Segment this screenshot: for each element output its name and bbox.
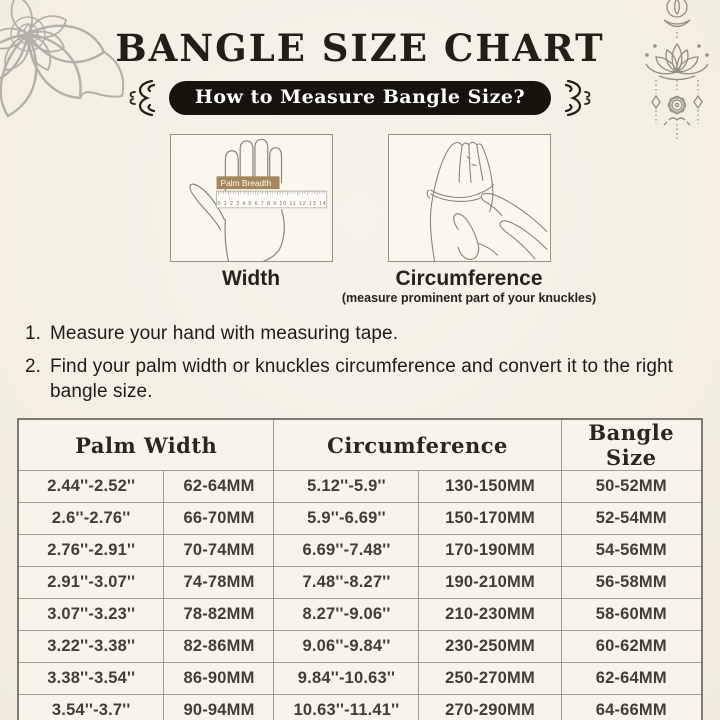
instruction-number: 1. [25, 323, 42, 345]
table-row: 2.76''-2.91'' 70-74MM 6.69''-7.48'' 170-190… [17, 534, 703, 568]
table-cell: 2.76''-2.91'' [17, 534, 165, 568]
table-cell: 270-290MM [418, 694, 562, 720]
table-cell: 2.6''-2.76'' [17, 502, 165, 536]
table-cell: 150-170MM [418, 502, 562, 536]
table-cell: 9.06''-9.84'' [273, 630, 420, 664]
table-cell: 210-230MM [418, 598, 562, 632]
table-cell: 6.69''-7.48'' [273, 534, 420, 568]
table-cell: 74-78MM [163, 566, 275, 600]
table-cell: 250-270MM [418, 662, 562, 696]
instruction-item-2: 2. Find your palm width or knuckles circu… [25, 355, 697, 404]
table-cell: 2.44''-2.52'' [17, 470, 165, 504]
table-cell: 130-150MM [418, 470, 562, 504]
table-cell: 230-250MM [418, 630, 562, 664]
table-cell: 52-54MM [560, 502, 703, 536]
table-cell: 9.84''-10.63'' [273, 662, 420, 696]
instructions-list: 1. Measure your hand with measuring tape.… [25, 322, 697, 404]
ruler-icon: 0 1 2 3 4 5 6 7 8 9 10 11 12 13 14 [215, 190, 327, 209]
table-cell: 86-90MM [163, 662, 275, 696]
badge-row: How to Measure Bangle Size? [0, 79, 720, 117]
ruler-numbers: 0 1 2 3 4 5 6 7 8 9 10 11 12 13 14 [217, 201, 325, 207]
lotus-ornament-icon [638, 0, 716, 152]
table-cell: 5.9''-6.69'' [273, 502, 420, 536]
table-cell: 64-66MM [560, 694, 703, 720]
mandala-flower-icon [0, 0, 132, 126]
circumference-figure-box [387, 134, 551, 262]
table-cell: 190-210MM [418, 566, 562, 600]
table-cell: 170-190MM [418, 534, 562, 568]
measure-figures: Palm Breadth 0 1 2 3 4 5 6 7 8 9 10 11 1… [0, 134, 720, 262]
instruction-number: 2. [25, 356, 42, 378]
instruction-text: Find your palm width or knuckles circumf… [50, 356, 674, 402]
page-title: BANGLE SIZE CHART [115, 26, 605, 70]
width-figure-box: Palm Breadth 0 1 2 3 4 5 6 7 8 9 10 11 1… [169, 134, 333, 262]
instruction-item-1: 1. Measure your hand with measuring tape. [25, 322, 697, 346]
circumference-caption: Circumference [395, 267, 543, 290]
table-row: 3.38''-3.54'' 86-90MM 9.84''-10.63'' 250-27… [17, 662, 703, 696]
table-cell: 50-52MM [560, 470, 703, 504]
table-cell: 62-64MM [163, 470, 275, 504]
table-cell: 62-64MM [560, 662, 703, 696]
table-row: 2.6''-2.76'' 66-70MM 5.9''-6.69'' 150-170MM… [17, 502, 703, 536]
table-cell: 7.48''-8.27'' [273, 566, 420, 600]
table-body: 2.44''-2.52'' 62-64MM 5.12''-5.9'' 130-150M… [17, 470, 703, 720]
instruction-text: Measure your hand with measuring tape. [50, 323, 399, 345]
table-cell: 82-86MM [163, 630, 275, 664]
table-cell: 56-58MM [560, 566, 703, 600]
table-cell: 8.27''-9.06'' [273, 598, 420, 632]
table-row: 2.91''-3.07'' 74-78MM 7.48''-8.27'' 190-210… [17, 566, 703, 600]
how-to-measure-badge: How to Measure Bangle Size? [168, 81, 552, 115]
flourish-left-icon [129, 79, 156, 117]
table-cell: 5.12''-5.9'' [273, 470, 420, 504]
table-row: 3.22''-3.38'' 82-86MM 9.06''-9.84'' 230-250… [17, 630, 703, 664]
table-cell: 3.38''-3.54'' [17, 662, 165, 696]
table-header-row: Palm Width Circumference Bangle Size [17, 418, 703, 472]
bangle-size-table: Palm Width Circumference Bangle Size 2.44'… [16, 418, 703, 720]
table-cell: 90-94MM [163, 694, 275, 720]
column-header: Bangle Size [560, 418, 703, 472]
table-cell: 3.07''-3.23'' [17, 598, 165, 632]
figure-captions: Width Circumference (measure prominent p… [0, 267, 720, 305]
column-header: Palm Width [17, 418, 275, 472]
width-caption-cell: Width [170, 267, 333, 305]
table-row: 3.07''-3.23'' 78-82MM 8.27''-9.06'' 210-230… [17, 598, 703, 632]
circumference-caption-cell: Circumference (measure prominent part of… [342, 267, 596, 305]
table-row: 2.44''-2.52'' 62-64MM 5.12''-5.9'' 130-150M… [17, 470, 703, 504]
table-cell: 66-70MM [163, 502, 275, 536]
table-cell: 54-56MM [560, 534, 703, 568]
table-row: 3.54''-3.7'' 90-94MM 10.63''-11.41'' 270-29… [17, 694, 703, 720]
table-cell: 58-60MM [560, 598, 703, 632]
table-cell: 3.54''-3.7'' [17, 694, 165, 720]
width-caption: Width [221, 267, 281, 290]
tape-label: Palm Breadth [220, 178, 271, 188]
table-cell: 2.91''-3.07'' [17, 566, 165, 600]
table-cell: 3.22''-3.38'' [17, 630, 165, 664]
tape-label-bg [216, 176, 280, 190]
table-cell: 78-82MM [163, 598, 275, 632]
table-cell: 60-62MM [560, 630, 703, 664]
knuckle-measure-illustration-icon [426, 141, 547, 261]
circumference-note: (measure prominent part of your knuckles… [341, 291, 597, 306]
palm-width-illustration-icon: Palm Breadth 0 1 2 3 4 5 6 7 8 9 10 11 1… [188, 138, 327, 261]
table-cell: 70-74MM [163, 534, 275, 568]
table-cell: 10.63''-11.41'' [273, 694, 420, 720]
column-header: Circumference [273, 418, 562, 472]
flourish-right-icon [564, 79, 591, 117]
